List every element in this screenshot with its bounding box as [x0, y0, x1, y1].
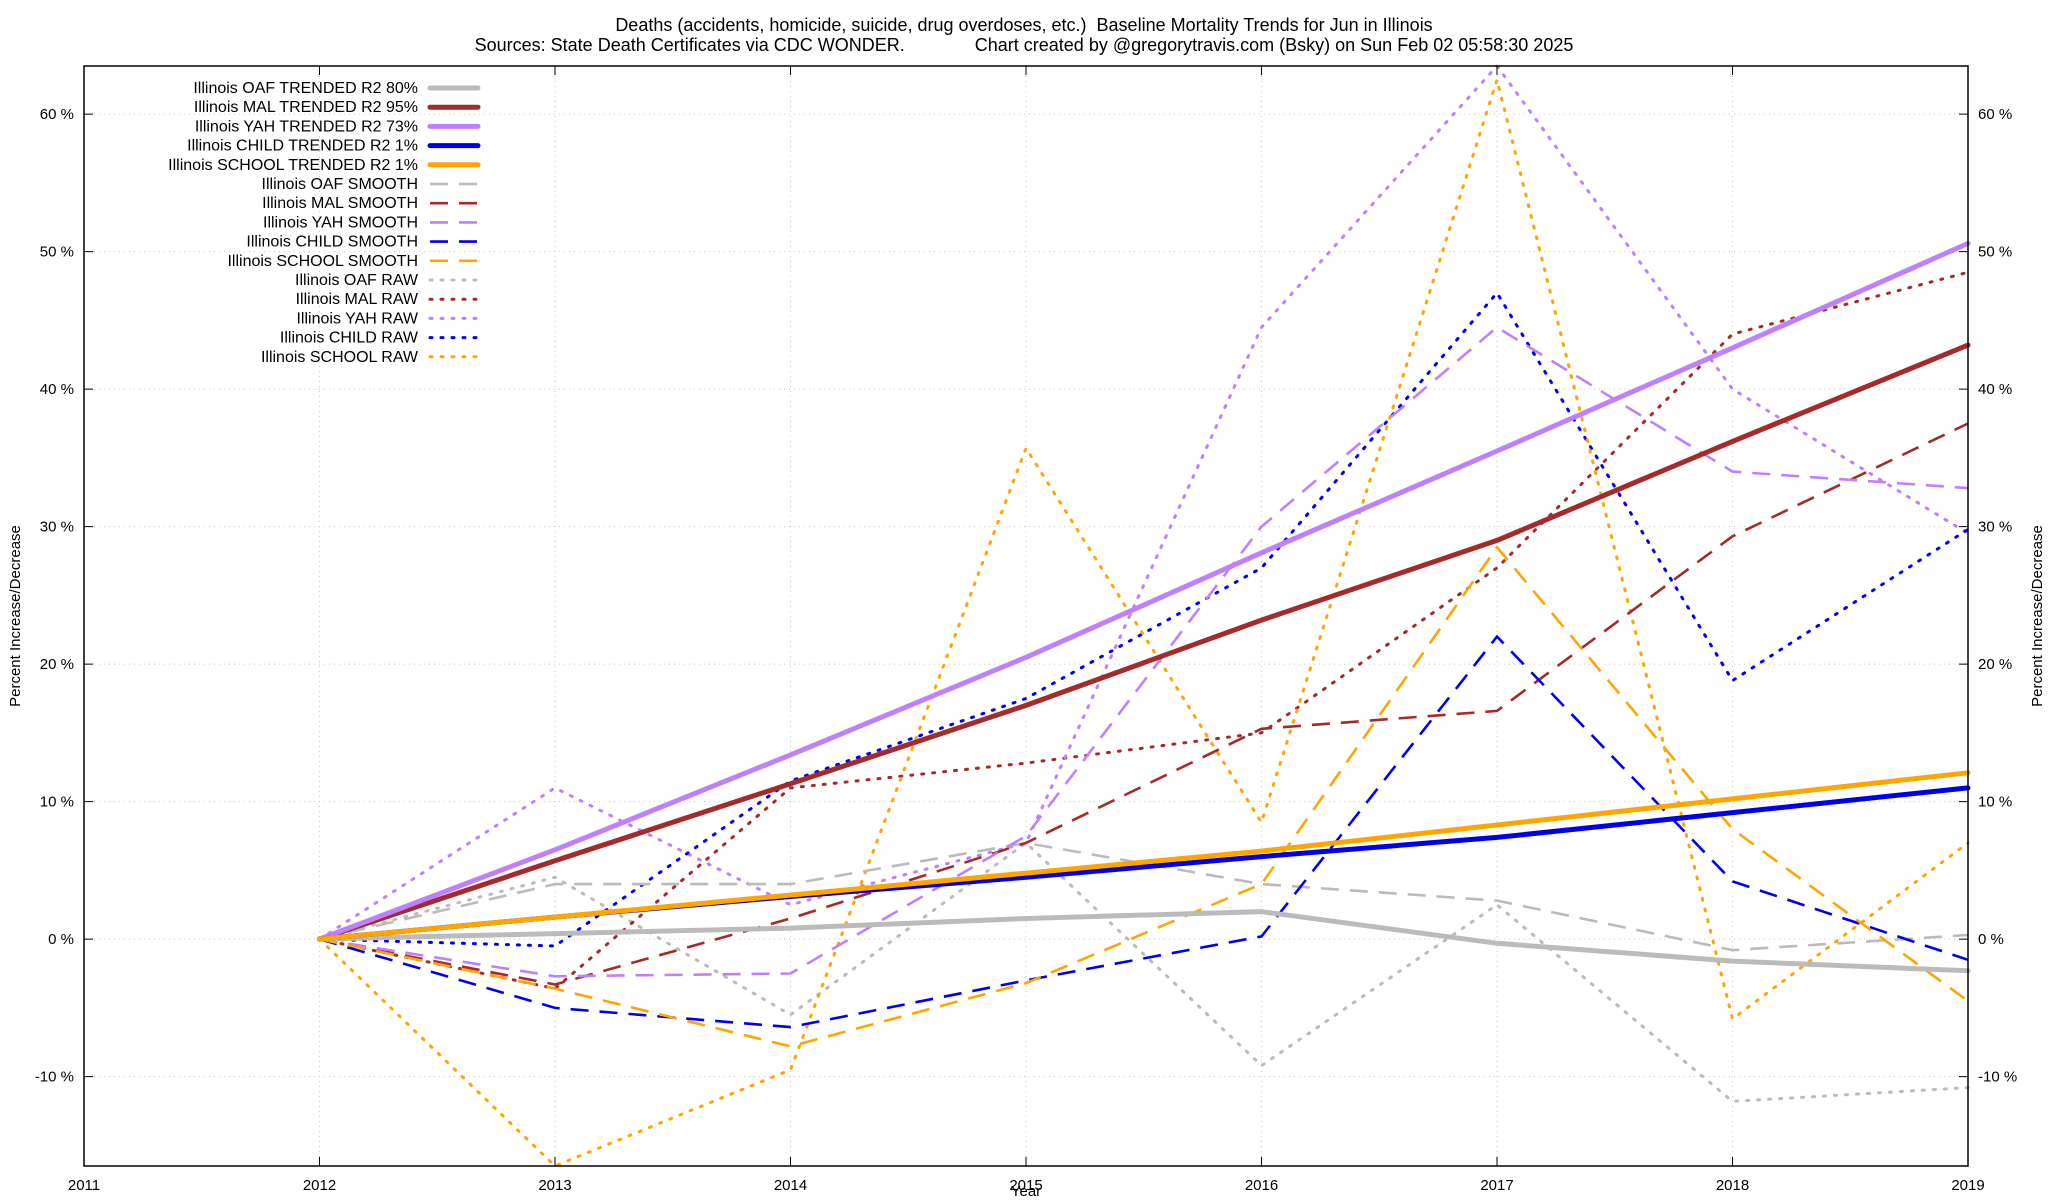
- y-tick-label-right: 10 %: [1978, 794, 2012, 811]
- tick-layer: 2011 2012 2013 2014 2015 2016 2017 2018 2019 -10 …: [35, 66, 2017, 1194]
- x-axis-title: Year: [1011, 1183, 1041, 1200]
- y-tick-label-left: -10 %: [35, 1069, 74, 1086]
- legend-label: Illinois OAF RAW: [295, 272, 419, 289]
- x-tick-label: 2015: [1009, 1177, 1042, 1194]
- chart-title: Deaths (accidents, homicide, suicide, dr…: [615, 15, 1433, 35]
- series-line-illinois-oaf-raw: [318, 840, 1970, 1103]
- series-line-illinois-child-raw: [318, 290, 1970, 948]
- y-axis-title-left: Percent Increase/Decrease: [7, 525, 24, 707]
- y-tick-label-right: 40 %: [1978, 381, 2012, 398]
- series-line-illinois-school-raw: [318, 74, 1970, 1168]
- y-tick-label-left: 40 %: [40, 381, 74, 398]
- y-tick-label-left: 30 %: [40, 519, 74, 536]
- legend-label: Illinois CHILD TRENDED R2 1%: [187, 138, 418, 155]
- y-tick-label-right: 30 %: [1978, 519, 2012, 536]
- series-line-illinois-oaf-smooth: [319, 841, 1969, 952]
- legend-label: Illinois OAF TRENDED R2 80%: [193, 80, 418, 97]
- series-line-illinois-school-trended-r2-1: [317, 770, 1971, 942]
- y-tick-label-right: 50 %: [1978, 244, 2012, 261]
- legend: Illinois OAF TRENDED R2 80% Illinois MAL …: [168, 80, 481, 366]
- chart-subtitle: Sources: State Death Certificates via CD…: [474, 35, 1574, 55]
- y-axis-title-right: Percent Increase/Decrease: [2029, 525, 2046, 707]
- legend-label: Illinois MAL TRENDED R2 95%: [194, 99, 418, 116]
- legend-label: Illinois SCHOOL SMOOTH: [227, 253, 418, 270]
- series-line-illinois-mal-raw: [318, 270, 1970, 991]
- x-tick-label: 2016: [1245, 1177, 1278, 1194]
- legend-label: Illinois OAF SMOOTH: [262, 176, 418, 193]
- legend-label: Illinois YAH TRENDED R2 73%: [195, 118, 418, 135]
- x-tick-label: 2019: [1951, 1177, 1984, 1194]
- legend-label: Illinois MAL SMOOTH: [262, 195, 418, 212]
- x-tick-label: 2014: [774, 1177, 807, 1194]
- x-tick-label: 2011: [68, 1177, 100, 1194]
- series-layer: [317, 63, 1971, 1168]
- y-tick-label-right: 60 %: [1978, 106, 2012, 123]
- x-tick-label: 2018: [1716, 1177, 1749, 1194]
- x-tick-label: 2017: [1480, 1177, 1513, 1194]
- y-tick-label-right: -10 %: [1978, 1069, 2017, 1086]
- legend-label: Illinois YAH SMOOTH: [263, 214, 418, 231]
- legend-label: Illinois SCHOOL RAW: [261, 349, 419, 366]
- series-line-illinois-mal-trended-r2-95: [317, 342, 1971, 942]
- legend-label: Illinois YAH RAW: [296, 310, 418, 327]
- y-tick-label-left: 50 %: [40, 244, 74, 261]
- y-tick-label-left: 60 %: [40, 106, 74, 123]
- series-line-illinois-school-smooth: [319, 545, 1969, 1048]
- y-tick-label-left: 10 %: [40, 794, 74, 811]
- series-line-illinois-yah-raw: [318, 63, 1970, 941]
- series-line-illinois-mal-smooth: [319, 422, 1969, 986]
- series-line-illinois-oaf-trended-r2-80: [317, 909, 1971, 974]
- legend-label: Illinois MAL RAW: [296, 291, 419, 308]
- x-tick-label: 2012: [303, 1177, 336, 1194]
- y-tick-label-left: 20 %: [40, 656, 74, 673]
- series-line-illinois-yah-trended-r2-73: [317, 240, 1971, 942]
- legend-label: Illinois CHILD RAW: [280, 330, 419, 347]
- series-line-illinois-child-smooth: [319, 634, 1969, 1029]
- y-tick-label-right: 0 %: [1978, 931, 2004, 948]
- x-tick-label: 2013: [538, 1177, 571, 1194]
- legend-label: Illinois CHILD SMOOTH: [246, 234, 418, 251]
- legend-label: Illinois SCHOOL TRENDED R2 1%: [168, 157, 418, 174]
- y-tick-label-left: 0 %: [48, 931, 74, 948]
- series-line-illinois-yah-smooth: [319, 325, 1969, 978]
- y-tick-label-right: 20 %: [1978, 656, 2012, 673]
